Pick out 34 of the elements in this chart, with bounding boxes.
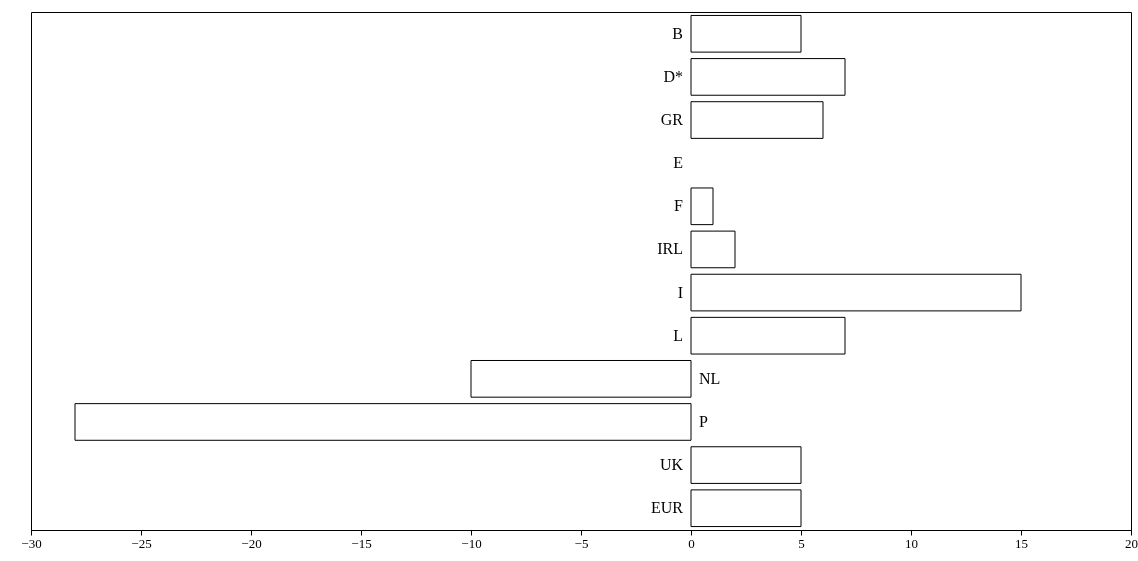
x-tick-label: −25 bbox=[131, 535, 152, 551]
y-tick-label: P bbox=[699, 412, 708, 430]
x-tick-label: −20 bbox=[241, 535, 262, 551]
bar bbox=[690, 446, 802, 484]
y-tick-label: B bbox=[672, 24, 683, 42]
bar bbox=[74, 403, 692, 441]
bar bbox=[690, 101, 824, 139]
bar bbox=[690, 14, 802, 53]
bar bbox=[690, 187, 714, 226]
x-tick-label: 5 bbox=[798, 535, 805, 551]
x-tick-label: 15 bbox=[1015, 535, 1028, 551]
bar bbox=[470, 360, 692, 398]
x-tick-label: 10 bbox=[905, 535, 918, 551]
bar bbox=[690, 489, 802, 528]
y-tick-label: IRL bbox=[657, 240, 683, 258]
x-tick-label: −10 bbox=[461, 535, 482, 551]
y-tick-label: NL bbox=[699, 369, 721, 387]
bar bbox=[690, 273, 1022, 312]
y-tick-label: GR bbox=[660, 111, 684, 129]
y-tick-label: D* bbox=[663, 67, 683, 85]
x-tick-label: −5 bbox=[574, 535, 589, 551]
x-tick-label: 0 bbox=[688, 535, 695, 551]
x-tick-label: −30 bbox=[21, 535, 42, 551]
x-tick-label: 20 bbox=[1125, 535, 1138, 551]
bar bbox=[690, 230, 736, 269]
y-tick-label: UK bbox=[659, 456, 684, 474]
bar bbox=[690, 316, 846, 355]
y-tick-label: EUR bbox=[651, 499, 684, 517]
y-tick-label: L bbox=[673, 326, 683, 344]
bar bbox=[690, 58, 846, 96]
x-tick-label: −15 bbox=[351, 535, 372, 551]
y-tick-label: E bbox=[673, 154, 683, 172]
y-tick-label: F bbox=[674, 197, 684, 215]
y-tick-label: I bbox=[677, 283, 683, 301]
